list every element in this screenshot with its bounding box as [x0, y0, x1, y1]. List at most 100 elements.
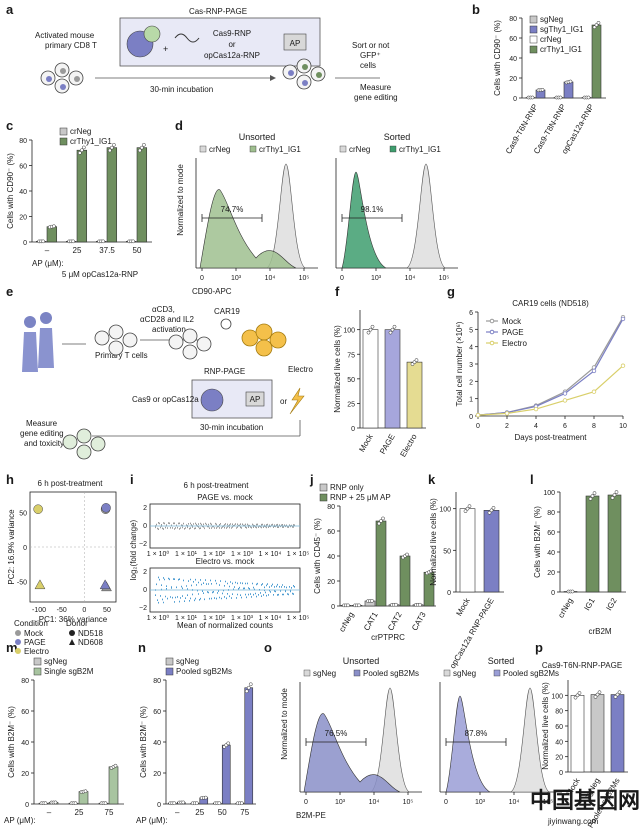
x-axis-label: PC1: 36% variance: [39, 615, 108, 624]
data-point: [475, 412, 481, 418]
y-tick-label: 20: [153, 771, 161, 778]
y-tick-label: 20: [547, 570, 555, 577]
x-tick-label: 10³: [335, 799, 346, 806]
legend-label: sgNeg: [453, 669, 476, 678]
rnp-page-label: RNP-PAGE: [204, 367, 245, 376]
y-tick-label: 40: [19, 189, 27, 196]
x-tick-label: 10³: [231, 275, 242, 282]
legend-label: crThy1_IG1: [259, 145, 301, 154]
bar: [46, 226, 58, 243]
panel-letter-l: l: [530, 472, 534, 487]
y-tick-label: 0: [331, 604, 335, 611]
legend-label: ND608: [78, 638, 103, 647]
y-tick-label: 60: [153, 709, 161, 716]
protein-icon: [200, 388, 224, 412]
legend-swatch: [33, 667, 42, 676]
x-tick-label: 25: [73, 246, 82, 255]
histogram-control: [369, 687, 411, 793]
panel-letter-g: g: [447, 284, 455, 299]
y-axis-label: Cells with B2M⁻ (%): [533, 506, 542, 578]
data-point: [577, 691, 582, 695]
y-tick-label: 100: [551, 693, 563, 700]
legend-swatch: [529, 35, 538, 44]
x-tick-label: 0: [340, 275, 344, 282]
data-point: [558, 95, 563, 100]
x-tick-label: 8: [592, 423, 596, 430]
x-tick-label: 1 × 10⁵: [287, 551, 310, 558]
data-point: [540, 87, 545, 92]
y-tick-label: 20: [19, 215, 27, 222]
y-tick-label: 80: [509, 16, 517, 23]
legend-label: crThy1_IG1: [70, 137, 112, 146]
legend-label: sgNeg: [176, 657, 199, 666]
x-tick-label: 75: [240, 808, 249, 817]
data-point: [394, 602, 398, 607]
y-tick-label: 0: [551, 590, 555, 597]
legend-swatch: [353, 669, 361, 677]
data-point: [142, 142, 146, 147]
chart-title: Cas9-T6N-RNP-PAGE: [542, 661, 622, 670]
y-tick-label: 0: [351, 426, 355, 433]
x-tick-label: -50: [57, 607, 67, 614]
y-tick-label: 40: [547, 550, 555, 557]
legend-swatch: [529, 15, 538, 24]
data-point: [418, 602, 422, 607]
x-tick-label: Mock: [357, 432, 375, 454]
panel-letter-j: j: [309, 472, 314, 487]
x-tick-label: 10⁴: [509, 799, 520, 806]
data-point: [217, 801, 222, 806]
y-tick-label: 1: [469, 397, 473, 404]
x-tick-label: 1 × 10³: [231, 615, 254, 622]
legend-label: crNeg: [70, 127, 91, 136]
chart-g: CAR19 cells (ND518) 0 1 2 3 4 5 6 0 2 4 6 8 10 Days po…: [455, 299, 627, 442]
x-subtitle: crPTPRC: [371, 633, 405, 642]
panel-letter-i: i: [130, 472, 134, 487]
person-body: [22, 332, 38, 372]
histogram-control: [265, 163, 307, 269]
gate-percent: 74.7%: [221, 205, 244, 214]
legend-label: Electro: [502, 339, 527, 348]
sort-label: Sort or not: [352, 41, 390, 50]
legend-marker: [489, 318, 495, 324]
x-tick-label: 1 × 10⁵: [287, 615, 310, 622]
nucleus-icon: [60, 84, 66, 90]
data-point: [614, 490, 619, 494]
panel-letter-f: f: [335, 284, 340, 299]
panel-letter-d: d: [175, 118, 183, 133]
y-tick-label: 40: [21, 740, 29, 747]
legend-swatch: [15, 639, 21, 645]
x-tick-label: 10⁵: [543, 799, 554, 806]
nucleus-icon: [302, 80, 308, 86]
cell-icon: [182, 328, 198, 344]
data-point: [131, 239, 135, 244]
legend-swatch: [15, 630, 21, 636]
ap-label: AP: [290, 39, 301, 48]
x-tick-label: –: [45, 246, 50, 255]
data-point: [620, 363, 626, 368]
legend-swatch: [59, 137, 68, 146]
x-tick-label: -100: [32, 607, 46, 614]
x-tick-label: Mock: [454, 596, 472, 618]
x-tick-label: 0: [476, 423, 480, 430]
data-point: [504, 411, 510, 416]
x-axis-label: Mean of normalized counts: [177, 621, 273, 630]
data-point: [244, 689, 249, 694]
data-point: [597, 690, 602, 695]
y-tick-label: 2: [143, 505, 147, 512]
data-point: [99, 579, 111, 590]
bar: [76, 149, 88, 243]
cells-label: Activated mouse: [35, 31, 95, 40]
activation-label: αCD28 and IL2: [140, 315, 195, 324]
sort-label: cells: [360, 61, 376, 70]
x-tick-label: 1 × 10³: [231, 551, 254, 558]
y-tick-label: 80: [21, 678, 29, 685]
data-point: [368, 327, 373, 332]
x-tick-label: 1 × 10⁴: [259, 551, 282, 558]
data-point: [591, 368, 597, 374]
chart-c: 0 20 40 60 80 Cells with CD90⁻ (%) – 25 37.5 50 cr…: [6, 127, 152, 279]
data-point: [73, 801, 78, 806]
y-tick-label: 25: [347, 401, 355, 408]
y-axis-label: PC2: 16.9% variance: [7, 509, 16, 585]
activation-label: αCD3,: [152, 305, 175, 314]
